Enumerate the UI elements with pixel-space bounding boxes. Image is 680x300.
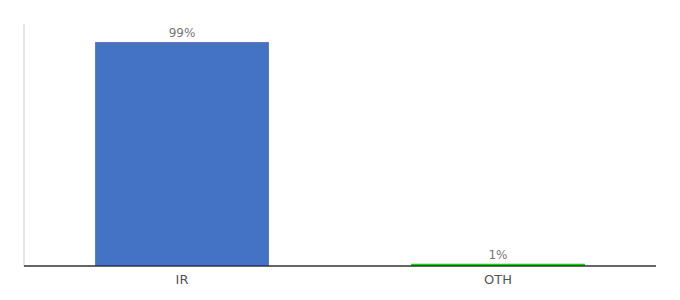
chart-container: 99% 1% IR OTH <box>0 0 680 300</box>
x-tick-label: OTH <box>484 272 512 287</box>
y-axis-line <box>24 24 25 266</box>
data-label: 1% <box>488 248 507 262</box>
chart: 99% 1% IR OTH <box>0 0 680 300</box>
page: {"chart_data": {"type": "bar", "categori… <box>0 0 680 300</box>
data-label: 99% <box>169 26 196 40</box>
x-tick-label: IR <box>176 272 189 287</box>
x-axis-line <box>24 265 656 267</box>
bar <box>95 42 269 266</box>
bars <box>95 42 585 266</box>
data-labels: 99% 1% <box>169 26 508 262</box>
x-tick-labels: IR OTH <box>176 272 512 287</box>
